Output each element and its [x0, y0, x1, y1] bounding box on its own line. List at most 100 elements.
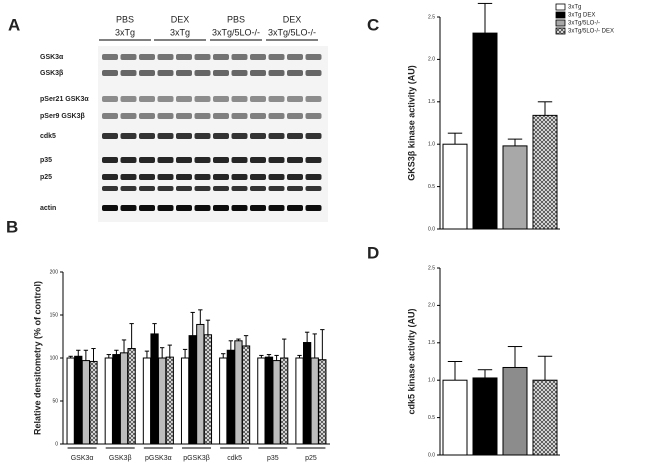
bar	[127, 348, 136, 445]
blot-band	[213, 113, 229, 119]
blot-band	[287, 54, 303, 60]
blot-band	[157, 54, 174, 60]
blot-band	[102, 96, 118, 102]
bar	[104, 357, 113, 445]
blot-band	[287, 70, 303, 76]
x-tick-label: GSK3β	[109, 455, 132, 462]
blot-band	[102, 205, 118, 211]
blot-band	[194, 186, 211, 191]
bar	[165, 356, 174, 445]
lane-treatment: PBS	[227, 14, 245, 24]
blot-band	[176, 96, 192, 102]
blot-row-label: GSK3β	[40, 70, 64, 77]
blot-band	[268, 113, 285, 119]
panel-label: B	[6, 217, 18, 236]
bar	[280, 357, 289, 445]
y-tick-label: 2.5	[428, 14, 435, 20]
blot-band	[157, 186, 174, 191]
blot-band	[213, 205, 229, 211]
lane-treatment: DEX	[283, 14, 302, 24]
blot-band	[157, 174, 174, 180]
blot-band	[139, 174, 155, 180]
lane-genotype: 3xTg	[115, 27, 135, 37]
panel-label: D	[367, 243, 379, 262]
blot-band	[250, 157, 266, 163]
blot-row-label: pSer9 GSK3β	[40, 113, 85, 120]
blot-row-label: GSK3α	[40, 54, 64, 61]
bar	[502, 145, 528, 230]
blot-band	[287, 205, 303, 211]
bar	[188, 335, 197, 445]
blot-row-label: p25	[40, 174, 52, 181]
blot-band	[213, 96, 229, 102]
blot-band	[250, 133, 266, 139]
blot-band	[268, 157, 285, 163]
legend-swatch	[555, 19, 566, 27]
blot-band	[213, 174, 229, 180]
blot-band	[176, 70, 192, 76]
blot-band	[176, 133, 192, 139]
y-tick-label: 2.5	[428, 265, 435, 271]
blot-band	[194, 157, 211, 163]
blot-band	[268, 96, 285, 102]
y-tick-label: 2.0	[428, 57, 435, 63]
blot-band	[231, 157, 248, 163]
x-tick-label: p25	[305, 455, 317, 462]
blot-band	[305, 205, 322, 211]
bar	[442, 379, 468, 456]
y-tick-label: 1.0	[428, 378, 435, 384]
bar	[264, 356, 274, 445]
blot-band	[213, 157, 229, 163]
legend-label: 3xTg	[568, 5, 581, 11]
bar	[310, 357, 319, 445]
blot-band	[305, 133, 322, 139]
bar	[272, 360, 281, 445]
blot-band	[157, 133, 174, 139]
blot-band	[287, 96, 303, 102]
blot-band	[139, 186, 155, 191]
blot-band	[157, 205, 174, 211]
blot-band	[139, 96, 155, 102]
blot-band	[120, 113, 137, 119]
lane-genotype: 3xTg	[170, 27, 190, 37]
bar	[257, 357, 266, 445]
y-tick-label: 50	[52, 398, 58, 404]
legend-swatch	[555, 27, 566, 35]
blot-band	[268, 205, 285, 211]
legend-swatch	[555, 11, 566, 19]
bar	[472, 32, 498, 230]
bar	[142, 357, 152, 445]
bar	[241, 345, 251, 445]
blot-band	[287, 113, 303, 119]
blot-row-label: actin	[40, 205, 56, 212]
blot-band	[268, 70, 285, 76]
x-tick-label: pGSK3β	[183, 455, 210, 462]
bar	[303, 342, 312, 445]
blot-band	[231, 70, 248, 76]
blot-band	[305, 186, 322, 191]
blot-band	[250, 186, 266, 191]
y-tick-label: 200	[50, 269, 59, 275]
blot-band	[139, 205, 155, 211]
blot-band	[102, 54, 118, 60]
blot-band	[305, 157, 322, 163]
y-tick-label: 1.0	[428, 142, 435, 148]
legend-label: 3xTg DEX	[568, 13, 595, 19]
bar	[234, 340, 243, 445]
panel-label: C	[367, 15, 379, 34]
blot-band	[139, 113, 155, 119]
blot-band	[157, 113, 174, 119]
lane-genotype: 3xTg/5LO-/-	[212, 27, 260, 37]
bar	[81, 360, 90, 445]
lane-treatment: DEX	[171, 14, 190, 24]
blot-band	[120, 54, 137, 60]
blot-band	[194, 174, 211, 180]
bar	[66, 357, 75, 445]
blot-band	[287, 186, 303, 191]
blot-band	[194, 96, 211, 102]
y-tick-label: 0.0	[428, 452, 435, 458]
x-tick-label: pGSK3α	[145, 455, 172, 462]
blot-band	[268, 133, 285, 139]
blot-band	[231, 133, 248, 139]
